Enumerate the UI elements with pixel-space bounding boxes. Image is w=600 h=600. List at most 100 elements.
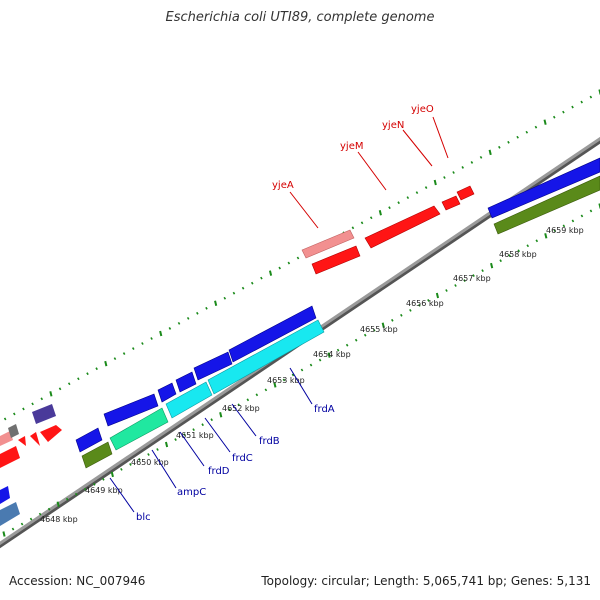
tick-mark <box>526 244 530 248</box>
gene-feature[interactable] <box>0 486 10 504</box>
tick-mark <box>232 291 236 295</box>
tick-mark <box>433 179 437 186</box>
top-leader-lines <box>289 116 449 229</box>
tick-mark <box>562 110 565 114</box>
gene-blc[interactable] <box>81 441 113 469</box>
gene-yjeN[interactable] <box>441 195 461 211</box>
gene-frdA[interactable] <box>207 319 325 395</box>
gene-feature[interactable] <box>18 436 26 446</box>
tick-mark <box>508 254 511 258</box>
gene-label-frdC: frdC <box>232 453 253 464</box>
gene-feature[interactable] <box>157 382 177 403</box>
gene-label-frdA: frdA <box>314 404 335 415</box>
tick-mark <box>318 358 322 362</box>
tick-mark <box>237 403 241 407</box>
tick-mark <box>3 417 7 421</box>
tick-mark <box>67 382 71 386</box>
tick-mark <box>159 330 163 337</box>
tick-mark <box>20 522 24 526</box>
tick-mark <box>454 284 457 287</box>
tick-mark <box>296 256 300 260</box>
tick-mark <box>205 306 208 310</box>
tick-mark <box>29 517 33 521</box>
gene-feature[interactable] <box>30 432 40 446</box>
tick-mark <box>571 219 575 223</box>
tick-mark <box>406 196 410 200</box>
gene-feature[interactable] <box>103 393 159 427</box>
tick-mark <box>104 360 108 367</box>
tick-mark <box>345 343 349 347</box>
tick-mark <box>427 299 430 302</box>
tick-mark <box>192 428 195 432</box>
gene-feature[interactable] <box>493 175 600 235</box>
tick-mark <box>65 497 69 501</box>
tick-mark <box>282 378 286 382</box>
kbp-labels: 4648 kbp 4649 kbp 4650 kbp 4651 kbp 4652… <box>40 226 584 524</box>
gene-feature[interactable] <box>487 157 600 219</box>
tick-mark <box>95 367 98 371</box>
tick-mark <box>223 296 227 300</box>
tick-mark <box>580 100 583 104</box>
tick-mark <box>40 397 44 401</box>
kbp-label: 4651 kbp <box>176 431 214 440</box>
tick-mark <box>278 266 281 270</box>
gene-feature[interactable] <box>8 424 19 438</box>
tick-mark <box>470 161 474 164</box>
bottom-gene-labels: blc ampC frdD frdC frdB frdA <box>136 404 335 523</box>
gene-feature[interactable] <box>311 245 361 275</box>
gene-feature[interactable] <box>228 305 317 363</box>
inner-tick-ring <box>2 203 600 537</box>
tick-mark <box>49 391 53 397</box>
kbp-label: 4656 kbp <box>406 299 444 308</box>
tick-mark <box>481 269 484 273</box>
kbp-label: 4655 kbp <box>360 325 398 334</box>
kbp-label: 4650 kbp <box>131 458 169 467</box>
map-title: Escherichia coli UTI89, complete genome <box>165 10 435 25</box>
tick-mark <box>113 357 117 361</box>
tick-mark <box>363 333 367 337</box>
gene-feature[interactable] <box>0 446 20 468</box>
tick-mark <box>177 321 181 325</box>
kbp-label: 4649 kbp <box>85 486 123 495</box>
tick-mark <box>273 382 277 388</box>
gene-feature[interactable] <box>32 404 56 424</box>
gene-label-blc: blc <box>136 512 151 523</box>
gene-yjeA[interactable] <box>301 229 355 259</box>
tick-mark <box>372 328 376 332</box>
gene-feature[interactable] <box>0 431 13 446</box>
tick-mark <box>2 531 6 537</box>
tick-mark <box>110 471 114 478</box>
tick-mark <box>490 262 494 269</box>
kbp-label: 4652 kbp <box>222 404 260 413</box>
gene-yjeO[interactable] <box>456 185 475 201</box>
tick-mark <box>241 286 245 290</box>
gene-feature[interactable] <box>175 371 197 393</box>
tick-mark <box>435 292 440 299</box>
tick-mark <box>228 408 232 412</box>
kbp-label: 4659 kbp <box>546 226 584 235</box>
tick-mark <box>58 387 62 391</box>
tick-mark <box>418 303 421 307</box>
gene-feature[interactable] <box>75 427 103 453</box>
tick-mark <box>168 327 172 330</box>
tick-mark <box>300 368 304 372</box>
tick-mark <box>13 412 16 416</box>
tick-mark <box>553 229 557 233</box>
tick-mark <box>391 318 394 322</box>
tick-mark <box>201 423 204 427</box>
tick-mark <box>336 348 340 352</box>
tick-mark <box>562 224 566 228</box>
tick-mark <box>378 209 382 216</box>
gene-yjeM[interactable] <box>364 205 441 249</box>
gene-label-ampC: ampC <box>177 487 206 498</box>
gene-feature[interactable] <box>40 425 62 442</box>
gene-feature[interactable] <box>0 502 20 526</box>
tick-mark <box>287 261 291 265</box>
gene-feature[interactable] <box>193 351 233 381</box>
tick-mark <box>74 492 78 496</box>
tick-mark <box>424 186 428 189</box>
gene-ampC[interactable] <box>109 407 169 451</box>
gene-frdB[interactable] <box>165 381 213 419</box>
